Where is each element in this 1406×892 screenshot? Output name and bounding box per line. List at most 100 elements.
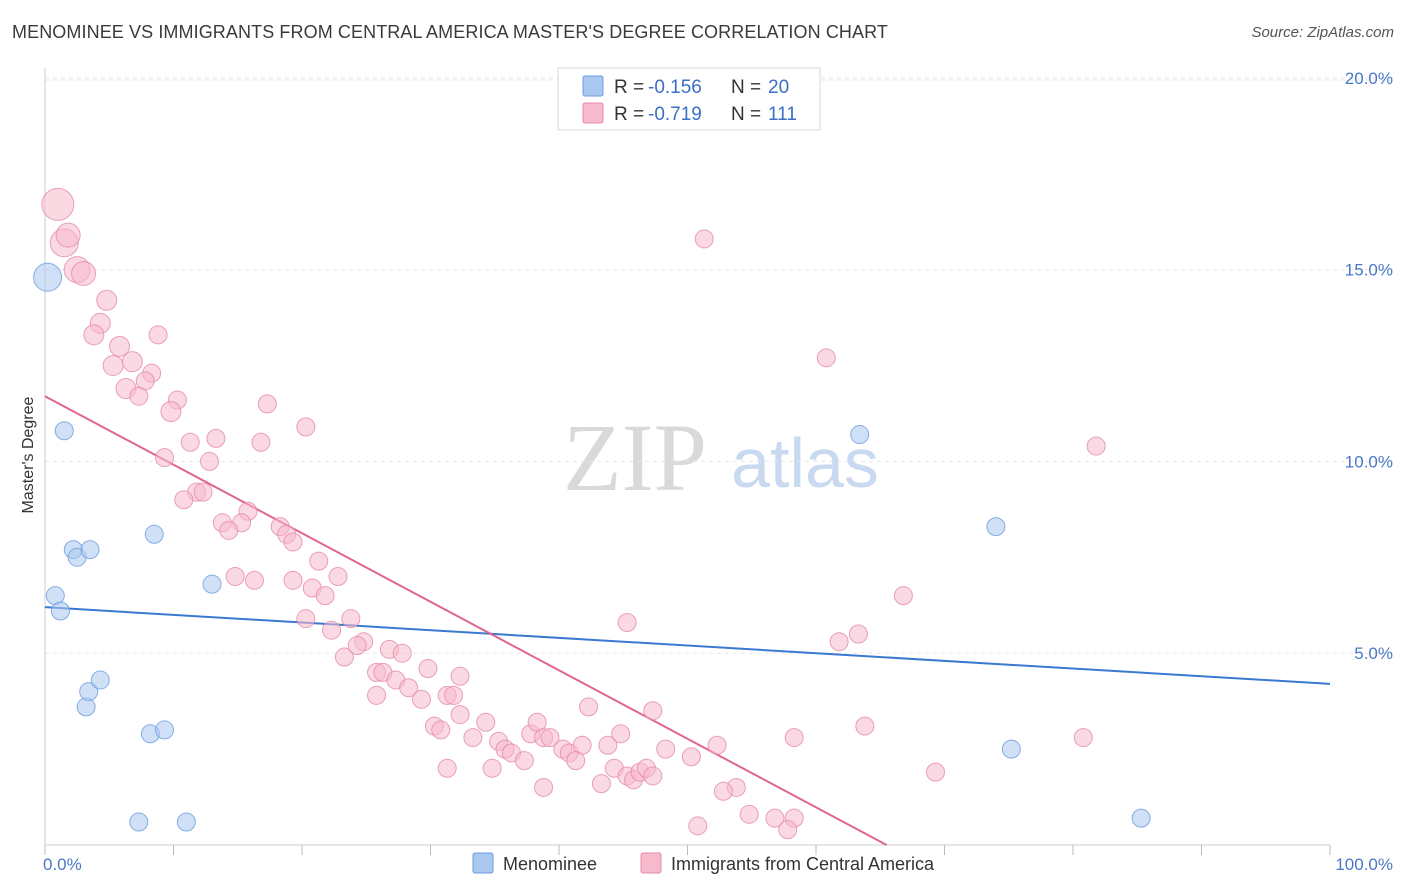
immigrants-point-49 (392, 643, 412, 663)
legend-swatch-immigrants (582, 102, 604, 124)
bottom-legend-label-immigrants: Immigrants from Central America (671, 854, 935, 874)
immigrants-point-26 (193, 482, 213, 502)
y-tick-label-15: 15.0% (1345, 261, 1393, 280)
menominee-point-17 (986, 517, 1006, 537)
menominee-point-0 (33, 262, 63, 292)
immigrants-point-32 (219, 520, 239, 540)
menominee-point-9 (90, 670, 110, 690)
menominee-point-19 (1131, 808, 1151, 828)
immigrants-point-96 (765, 808, 785, 828)
menominee-point-12 (155, 720, 175, 740)
immigrants-point-64 (463, 728, 483, 748)
immigrants-point-42 (296, 609, 316, 629)
immigrants-trend-line (44, 395, 888, 846)
immigrants-point-55 (367, 685, 387, 705)
menominee-point-2 (50, 601, 70, 621)
tick-labels: 5.0% 10.0% 15.0% 20.0% 0.0% 100.0% (43, 69, 1393, 874)
immigrants-point-104 (848, 624, 868, 644)
immigrants-point-39 (328, 566, 348, 586)
immigrants-point-15 (129, 386, 149, 406)
immigrants-point-59 (444, 685, 464, 705)
immigrants-point-5 (96, 289, 118, 311)
immigrants-point-21 (206, 428, 226, 448)
immigrants-point-101 (643, 701, 663, 721)
immigrants-point-37 (244, 570, 264, 590)
x-tick-label-min: 0.0% (43, 855, 82, 874)
legend-n-value-immigrants: 111 (768, 104, 797, 125)
menominee-point-8 (79, 682, 99, 702)
menominee-point-3 (54, 421, 74, 441)
legend-n-label-menominee: N = (731, 77, 761, 98)
immigrants-point-22 (251, 432, 271, 452)
immigrants-point-89 (482, 758, 502, 778)
immigrants-point-111 (694, 229, 714, 249)
immigrants-point-47 (347, 636, 367, 656)
menominee-point-18 (1001, 739, 1021, 759)
immigrants-point-35 (309, 551, 329, 571)
menominee-point-10 (144, 524, 164, 544)
immigrants-point-34 (283, 532, 303, 552)
y-axis-label: Master's Degree (20, 396, 37, 513)
immigrants-point-106 (893, 586, 913, 606)
bottom-legend-label-menominee: Menominee (503, 854, 597, 874)
immigrants-point-54 (399, 678, 419, 698)
immigrants-point-109 (1073, 728, 1093, 748)
immigrants-point-84 (681, 747, 701, 767)
data-points (33, 187, 1151, 840)
legend-r-label-menominee: R = (614, 77, 644, 98)
immigrants-point-91 (437, 758, 457, 778)
immigrants-point-86 (656, 739, 676, 759)
immigrants-point-83 (643, 766, 663, 786)
immigrants-point-18 (160, 401, 182, 423)
immigrants-point-8 (148, 325, 168, 345)
legend-n-label-immigrants: N = (731, 104, 761, 125)
y-tick-label-5: 5.0% (1354, 644, 1393, 663)
immigrants-point-19 (296, 417, 316, 437)
immigrants-point-17 (257, 394, 277, 414)
immigrants-point-56 (412, 689, 432, 709)
menominee-point-6 (80, 540, 100, 560)
immigrants-point-108 (1086, 436, 1106, 456)
immigrants-point-60 (450, 705, 470, 725)
watermark-zip: ZIP (563, 404, 707, 511)
immigrants-point-7 (83, 324, 105, 346)
immigrants-point-88 (579, 697, 599, 717)
immigrants-point-41 (315, 586, 335, 606)
immigrants-point-99 (739, 804, 759, 824)
immigrants-point-20 (180, 432, 200, 452)
immigrants-point-95 (688, 816, 708, 836)
y-tick-label-10: 10.0% (1345, 452, 1393, 471)
immigrants-point-79 (591, 774, 611, 794)
immigrants-point-0 (41, 187, 75, 221)
y-tick-label-20: 20.0% (1345, 69, 1393, 88)
immigrants-point-63 (476, 712, 496, 732)
immigrants-point-87 (611, 724, 631, 744)
immigrants-point-43 (341, 609, 361, 629)
immigrants-point-98 (778, 820, 798, 840)
immigrants-point-9 (109, 335, 131, 357)
trend-lines (44, 395, 1331, 846)
immigrants-point-38 (283, 570, 303, 590)
menominee-point-16 (850, 425, 870, 445)
menominee-point-14 (176, 812, 196, 832)
immigrants-point-75 (598, 735, 618, 755)
watermark: ZIP atlas (563, 404, 879, 511)
bottom-legend-swatch-immigrants (640, 852, 662, 874)
immigrants-point-90 (514, 751, 534, 771)
series-legend: Menominee Immigrants from Central Americ… (472, 852, 935, 874)
source-label: Source: ZipAtlas.com (1251, 24, 1394, 41)
immigrants-point-71 (540, 728, 560, 748)
gridlines (45, 77, 1395, 654)
legend-swatch-menominee (582, 75, 604, 97)
legend-n-value-menominee: 20 (768, 77, 789, 98)
immigrants-point-11 (102, 355, 124, 377)
immigrants-point-2 (55, 222, 81, 248)
immigrants-point-36 (225, 566, 245, 586)
immigrants-point-27 (174, 490, 194, 510)
immigrants-point-105 (855, 716, 875, 736)
immigrants-point-62 (431, 720, 451, 740)
immigrants-point-4 (71, 260, 97, 286)
legend-r-label-immigrants: R = (614, 104, 644, 125)
immigrants-point-102 (784, 728, 804, 748)
